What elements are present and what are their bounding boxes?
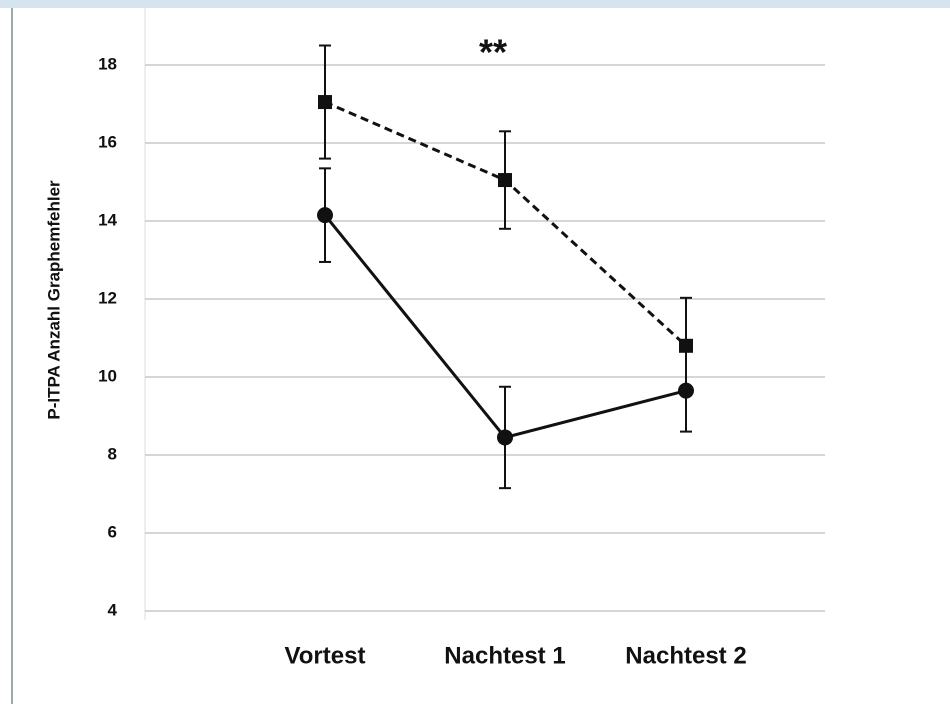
point-marker: [318, 95, 332, 110]
significance-annotation: **: [479, 32, 507, 73]
point-marker: [497, 429, 513, 446]
point-marker: [498, 173, 512, 188]
point-marker: [678, 382, 694, 399]
y-axis-label: P-ITPA Anzahl Graphemfehler: [44, 180, 63, 420]
x-tick-label: Nachtest 2: [625, 642, 746, 669]
point-marker: [317, 207, 333, 224]
y-tick-label: 8: [108, 444, 117, 463]
top-bar: [0, 0, 950, 8]
y-tick-label: 14: [98, 210, 117, 229]
y-tick-label: 4: [108, 600, 118, 619]
y-tick-label: 6: [108, 522, 117, 541]
x-tick-label: Vortest: [285, 642, 366, 669]
y-tick-label: 12: [98, 288, 117, 307]
y-tick-label: 10: [98, 366, 117, 385]
x-tick-label: Nachtest 1: [444, 642, 565, 669]
y-tick-label: 18: [98, 54, 117, 73]
y-tick-label: 16: [98, 132, 117, 151]
